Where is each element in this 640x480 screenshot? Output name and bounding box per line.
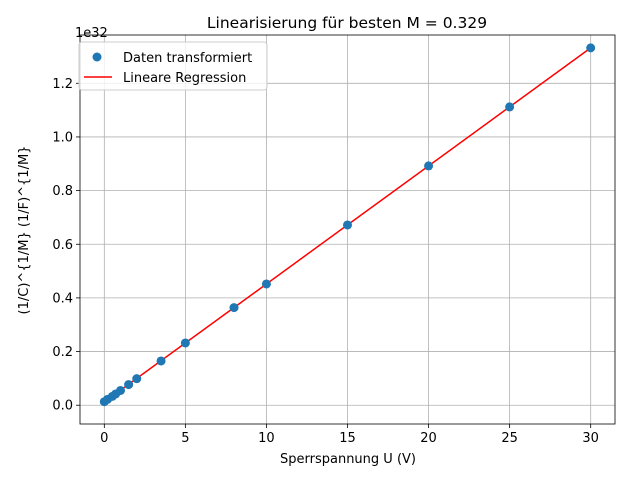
y-tick-label: 1.2 [52,77,73,92]
grid-lines [80,35,615,424]
data-point [124,380,134,390]
legend-label-scatter: Daten transformiert [123,51,252,66]
data-point [261,279,271,289]
legend-box [78,41,268,91]
x-tick-label: 0 [100,431,108,446]
x-tick-label: 10 [258,431,275,446]
y-tick-label: 1.0 [52,130,73,145]
y-tick-label: 0.4 [52,291,73,306]
x-tick-label: 5 [181,431,189,446]
data-point [156,356,166,366]
x-tick-label: 15 [339,431,356,446]
data-point [229,303,239,313]
y-tick-label: 0.6 [52,238,73,253]
data-point [505,102,515,112]
data-point [586,43,596,53]
data-point [116,385,126,395]
y-offset-text: 1e32 [75,26,108,41]
x-tick-label: 25 [501,431,518,446]
x-tick-label: 20 [420,431,437,446]
data-point [132,374,142,384]
chart-title: Linearisierung für besten M = 0.329 [207,14,487,32]
y-tick-label: 0.0 [52,399,73,414]
data-point [180,338,190,348]
y-tick-label: 0.8 [52,184,73,199]
y-tick-label: 0.2 [52,345,73,360]
axis-ticks: 0 5 10 15 20 25 30 0.0 0.2 0.4 0.6 0.8 1.0 1.2 [52,77,599,446]
scatter-layer [99,43,596,407]
data-point [343,220,352,230]
x-tick-label: 30 [582,431,599,446]
y-axis-label: (1/C)^{1/M} (1/F)^{1/M} [17,146,32,315]
data-point [424,161,434,171]
legend: Daten transformiert Lineare Regression [78,41,268,91]
legend-label-line: Lineare Regression [123,71,246,86]
legend-marker-scatter [92,52,102,62]
x-axis-label: Sperrspannung U (V) [280,452,416,467]
